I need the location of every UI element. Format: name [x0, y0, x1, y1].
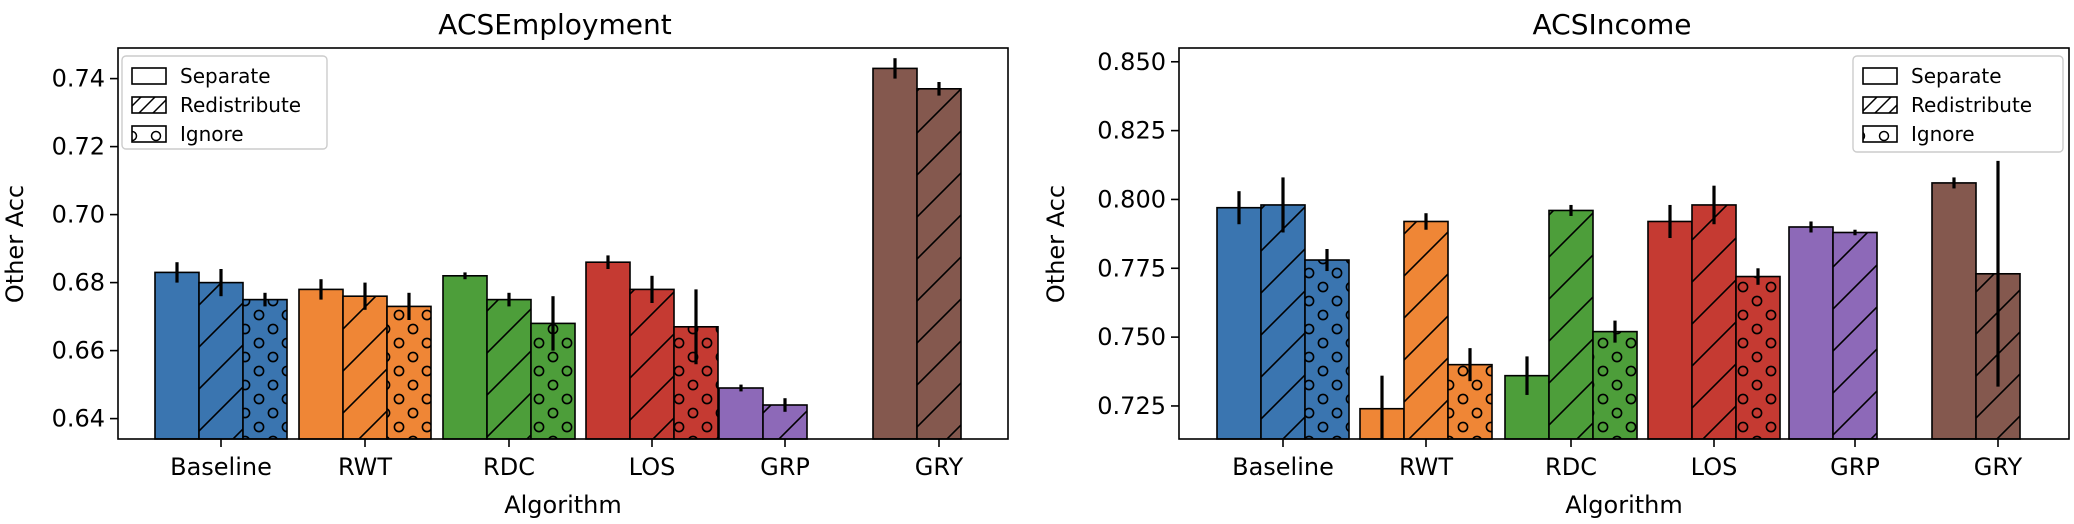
- bar-separate-grp: [1788, 226, 1834, 440]
- bar-hatch: [1833, 232, 1877, 439]
- legend-swatch-hatch: [132, 126, 166, 142]
- bar-hatch: [387, 306, 431, 439]
- bar-separate-baseline: [1216, 206, 1262, 440]
- y-tick-label: 0.725: [1097, 392, 1166, 420]
- legend-label-ignore: Ignore: [1911, 122, 1975, 146]
- bar-separate-grp: [718, 387, 764, 440]
- y-tick-label: 0.64: [52, 405, 105, 433]
- y-tick-label: 0.66: [52, 337, 105, 365]
- x-tick-label: GRP: [760, 453, 810, 481]
- bar-separate-gry: [1931, 182, 1977, 440]
- bar-hatch: [487, 299, 531, 439]
- plot-frame: [1178, 47, 2070, 440]
- bar-separate-gry: [872, 67, 918, 440]
- legend-swatch-hatch: [1863, 126, 1897, 142]
- bar-hatch: [1261, 204, 1305, 439]
- chart-acs-income: ACSIncome 0.725 0.750 0.775 0.800 0.825 0.850…: [1042, 8, 2070, 519]
- x-tick-label: RWT: [1399, 453, 1453, 481]
- legend-label-separate: Separate: [1911, 64, 2002, 88]
- y-tick-label: 0.800: [1097, 185, 1166, 213]
- y-tick-label: 0.74: [52, 65, 105, 93]
- x-tick-label: RDC: [483, 453, 535, 481]
- legend-label-redistribute: Redistribute: [180, 93, 301, 117]
- x-tick-label: LOS: [629, 453, 676, 481]
- x-axis-label: Algorithm: [504, 491, 622, 519]
- bar-hatch: [1305, 260, 1349, 439]
- y-axis-label: Other Acc: [1, 185, 29, 303]
- legend-swatch-hatch: [132, 97, 166, 113]
- y-tick-label: 0.70: [52, 201, 105, 229]
- plot-frame: [117, 47, 1009, 440]
- bar-hatch: [199, 282, 243, 439]
- y-axis-label: Other Acc: [1042, 185, 1070, 303]
- x-axis-label: Algorithm: [1565, 491, 1683, 519]
- bar-separate-los: [585, 261, 631, 440]
- legend-label-separate: Separate: [180, 64, 271, 88]
- x-tick-label: Baseline: [170, 453, 272, 481]
- y-tick-label: 0.775: [1097, 254, 1166, 282]
- bar-separate-rdc: [442, 274, 488, 440]
- bar-separate-los: [1647, 220, 1693, 440]
- bar-hatch: [1736, 276, 1780, 439]
- y-tick-label: 0.750: [1097, 323, 1166, 351]
- chart-title: ACSEmployment: [438, 8, 671, 41]
- bar-hatch: [1692, 204, 1736, 439]
- legend-swatch-separate: [131, 67, 167, 85]
- chart-title: ACSIncome: [1532, 8, 1691, 41]
- bar-hatch: [243, 299, 287, 439]
- x-tick-label: GRY: [915, 453, 964, 481]
- chart-acs-employment: ACSEmployment 0.64 0.66 0.68 0.70 0.72 0.74 B…: [1, 8, 1009, 519]
- bar-hatch: [343, 296, 387, 439]
- bar-separate-rwt: [298, 288, 344, 440]
- y-tick-label: 0.72: [52, 133, 105, 161]
- y-tick-label: 0.68: [52, 269, 105, 297]
- x-tick-label: Baseline: [1232, 453, 1334, 481]
- legend-swatch-separate: [1862, 67, 1898, 85]
- legend-label-ignore: Ignore: [180, 122, 244, 146]
- legend-box: [1852, 55, 2064, 153]
- bar-hatch: [630, 289, 674, 439]
- legend-label-redistribute: Redistribute: [1911, 93, 2032, 117]
- y-tick-label: 0.850: [1097, 48, 1166, 76]
- bar-hatch: [1404, 221, 1448, 439]
- x-tick-label: GRY: [1974, 453, 2023, 481]
- x-tick-label: GRP: [1830, 453, 1880, 481]
- legend: Separate Redistribute Ignore: [121, 55, 328, 150]
- bar-hatch: [1549, 210, 1593, 439]
- bar-separate-baseline: [154, 271, 200, 440]
- legend-box: [121, 55, 328, 150]
- y-tick-label: 0.825: [1097, 117, 1166, 145]
- bar-hatch: [1593, 331, 1637, 439]
- x-tick-label: RWT: [338, 453, 392, 481]
- legend-swatch-hatch: [1863, 97, 1897, 113]
- legend: Separate Redistribute Ignore: [1852, 55, 2064, 153]
- x-tick-label: RDC: [1545, 453, 1597, 481]
- x-tick-label: LOS: [1691, 453, 1738, 481]
- bar-hatch: [917, 88, 961, 440]
